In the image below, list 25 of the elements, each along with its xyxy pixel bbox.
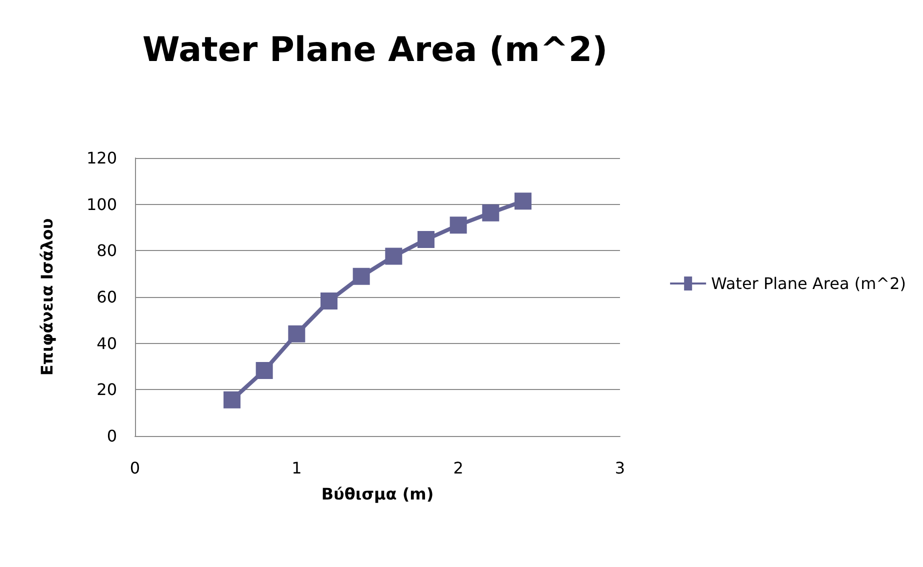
point [385, 248, 402, 265]
point [418, 231, 434, 248]
y-axis-title: Επιφάνεια Ισάλου [38, 218, 56, 376]
point [514, 192, 532, 210]
point [288, 325, 306, 342]
point [450, 216, 467, 234]
x-tick-label: 0 [130, 458, 140, 478]
x-tick-label: 1 [292, 458, 302, 478]
y-tick-label: 80 [96, 241, 117, 260]
point [256, 362, 273, 379]
point [320, 292, 338, 310]
x-axis-title: Βύθισμα (m) [321, 484, 434, 504]
chart-title: Water Plane Area (m^2) [142, 30, 608, 70]
point [482, 204, 500, 222]
legend-label: Water Plane Area (m^2) [711, 274, 906, 293]
x-tick-label: 2 [453, 458, 464, 478]
point [352, 268, 370, 285]
point [224, 391, 240, 408]
x-tick-label: 3 [614, 458, 626, 478]
y-tick-label: 40 [96, 334, 117, 353]
y-tick-label: 0 [106, 426, 117, 446]
y-tick-label: 20 [96, 380, 117, 400]
y-tick-label: 100 [86, 194, 117, 214]
y-tick-label: 60 [96, 288, 117, 306]
y-tick-label: 120 [86, 148, 117, 168]
